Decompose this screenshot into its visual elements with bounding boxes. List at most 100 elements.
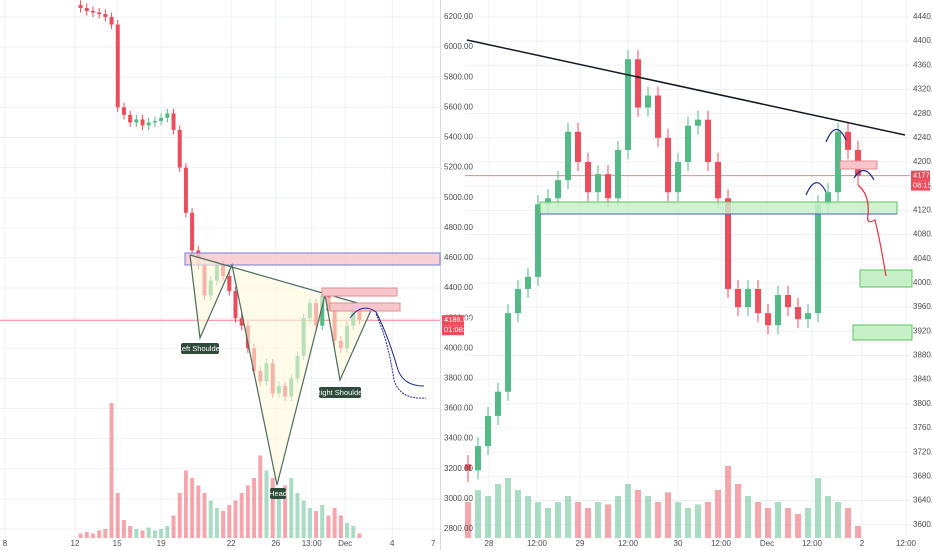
x-tick-label: 12:00 bbox=[896, 539, 917, 548]
countdown: 01:08:15 bbox=[444, 325, 473, 334]
volume-bar bbox=[245, 485, 250, 538]
candle-body bbox=[715, 162, 721, 199]
volume-bar bbox=[357, 533, 362, 538]
volume-bar bbox=[725, 466, 731, 538]
y-tick-label: 4320.0 bbox=[913, 85, 932, 94]
volume-bar bbox=[115, 493, 120, 538]
volume-bar bbox=[705, 502, 711, 538]
candle-body bbox=[165, 113, 170, 118]
neckline bbox=[189, 254, 376, 309]
volume-bar bbox=[345, 523, 350, 538]
volume-bar bbox=[338, 515, 343, 538]
volume-bar bbox=[239, 493, 244, 538]
x-tick-label: 12:00 bbox=[802, 539, 823, 548]
y-tick-label: 4440.0 bbox=[913, 12, 932, 21]
label-box bbox=[319, 387, 361, 398]
supply-box bbox=[321, 287, 398, 297]
candle-body bbox=[109, 17, 114, 25]
volume-bar bbox=[715, 490, 721, 538]
volume-bar bbox=[320, 505, 325, 538]
x-tick-label: 12:00 bbox=[618, 539, 639, 548]
candle-body bbox=[140, 119, 145, 126]
candle-body bbox=[97, 12, 102, 15]
volume-bar bbox=[625, 484, 631, 538]
volume-bar bbox=[635, 490, 641, 538]
y-tick-label: 3840.0 bbox=[913, 375, 932, 384]
volume-bar bbox=[735, 484, 741, 538]
volume-bar bbox=[835, 502, 841, 538]
y-tick-label: 4360.0 bbox=[913, 60, 932, 69]
x-tick-label: Dec bbox=[760, 539, 774, 548]
annotation-label: Right Shoulder bbox=[315, 388, 365, 397]
volume-bar bbox=[128, 526, 133, 538]
y-tick-label: 4280.0 bbox=[913, 109, 932, 118]
volume-bar bbox=[152, 530, 157, 538]
volume-bar bbox=[214, 508, 219, 538]
x-tick-label: 26 bbox=[271, 539, 280, 548]
supply-box bbox=[329, 302, 401, 312]
price-tag: 4177.5 bbox=[913, 171, 932, 180]
volume-bar bbox=[283, 485, 288, 538]
volume-bar bbox=[97, 530, 102, 538]
countdown: 08:15 bbox=[913, 181, 932, 190]
volume-bar bbox=[332, 508, 337, 538]
volume-bar bbox=[109, 403, 114, 538]
candle-body bbox=[525, 276, 531, 289]
y-tick-label: 3720.0 bbox=[913, 447, 932, 456]
volume-bar bbox=[655, 502, 661, 538]
y-tick-label: 3760.0 bbox=[913, 423, 932, 432]
candle-body bbox=[320, 295, 325, 326]
candle-body bbox=[685, 125, 691, 163]
x-tick-label: 30 bbox=[674, 539, 683, 548]
volume-bar bbox=[190, 478, 195, 538]
volume-bar bbox=[785, 508, 791, 538]
volume-bar bbox=[233, 500, 238, 538]
volume-bar bbox=[208, 500, 213, 538]
candle-body bbox=[152, 120, 157, 123]
label-box bbox=[270, 488, 286, 499]
volume-bar bbox=[535, 502, 541, 538]
volume-bar bbox=[351, 526, 356, 538]
x-tick-label: Dec bbox=[338, 539, 352, 548]
candle-body bbox=[725, 198, 731, 289]
candle-body bbox=[835, 131, 841, 193]
candle-body bbox=[765, 313, 771, 326]
volume-bar bbox=[227, 505, 232, 538]
price-tag: 4186.53 bbox=[444, 315, 471, 324]
volume-bar bbox=[171, 515, 176, 538]
x-tick-label: 13:00 bbox=[302, 539, 323, 548]
volume-bar bbox=[795, 514, 801, 538]
trendline bbox=[466, 39, 906, 136]
x-tick-label: 29 bbox=[576, 539, 585, 548]
candle-body bbox=[78, 4, 83, 8]
volume-bar bbox=[202, 493, 207, 538]
candle-body bbox=[655, 95, 661, 138]
candle-body bbox=[190, 212, 195, 251]
candle-body bbox=[485, 415, 491, 447]
candle-body bbox=[177, 129, 182, 168]
candle-body bbox=[825, 192, 831, 205]
candle-body bbox=[705, 119, 711, 163]
candle-body bbox=[585, 162, 591, 193]
candle-body bbox=[795, 307, 801, 320]
y-tick-label: 4200.0 bbox=[913, 157, 932, 166]
candle-body bbox=[745, 288, 751, 308]
volume-bar bbox=[295, 493, 300, 538]
arc bbox=[825, 128, 847, 143]
countdown-box bbox=[911, 180, 930, 191]
candle-body bbox=[465, 464, 471, 471]
y-tick-label: 3920.0 bbox=[913, 326, 932, 335]
candle-body bbox=[695, 119, 701, 126]
y-tick-label: 4600.00 bbox=[444, 253, 473, 262]
volume-bar bbox=[645, 496, 651, 538]
annotation-label: Head bbox=[269, 489, 287, 498]
y-tick-label: 5400.00 bbox=[444, 133, 473, 142]
x-tick-label: 22 bbox=[227, 539, 236, 548]
x-tick-label: 7 bbox=[431, 539, 436, 548]
y-tick-label: 5200.00 bbox=[444, 163, 473, 172]
y-tick-label: 5800.00 bbox=[444, 72, 473, 81]
volume-bar bbox=[221, 511, 226, 538]
candle-body bbox=[103, 14, 108, 18]
candle-body bbox=[605, 174, 611, 199]
